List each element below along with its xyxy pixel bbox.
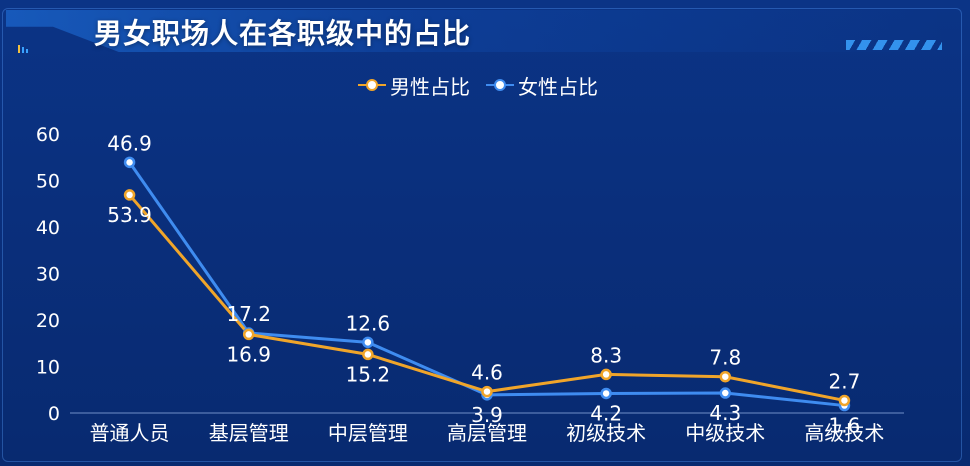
chart-title: 男女职场人在各职级中的占比: [94, 17, 472, 50]
y-tick-label: 50: [36, 171, 60, 193]
data-label: 3.9: [471, 403, 503, 427]
data-point-male: [719, 370, 732, 383]
data-label: 2.7: [829, 369, 861, 393]
data-label: 16.9: [226, 342, 271, 366]
x-tick-label: 中层管理: [328, 421, 408, 445]
y-tick-label: 20: [36, 310, 60, 332]
data-label: 7.8: [709, 346, 741, 370]
legend-label-male: 男性占比: [390, 74, 470, 99]
panel-frame: [2, 8, 962, 462]
x-tick-label: 普通人员: [90, 421, 170, 445]
y-tick-label: 60: [36, 124, 60, 146]
x-tick-label: 高层管理: [447, 421, 527, 445]
data-point-male: [600, 368, 612, 381]
data-label: 12.6: [346, 311, 391, 335]
title-bar: [6, 10, 946, 52]
data-point-male: [123, 189, 136, 201]
data-point-female: [123, 156, 136, 169]
data-label: 1.6: [829, 414, 861, 438]
legend-label-female: 女性占比: [518, 74, 598, 99]
data-label: 53.9: [107, 203, 152, 227]
data-point-female: [719, 387, 732, 399]
data-label: 4.3: [709, 401, 741, 425]
data-point-female: [362, 336, 374, 349]
x-tick-label: 初级技术: [566, 421, 646, 445]
x-tick-label: 中级技术: [685, 421, 765, 445]
data-label: 46.9: [107, 131, 152, 155]
data-label: 4.6: [471, 361, 503, 385]
legend: 男性占比 女性占比: [358, 71, 598, 100]
data-point-female: [600, 387, 612, 400]
x-tick-label: 基层管理: [209, 421, 289, 445]
data-label: 15.2: [346, 362, 391, 386]
legend-item-male[interactable]: 男性占比: [358, 71, 470, 100]
title-accent-icon: [18, 34, 32, 53]
legend-item-female[interactable]: 女性占比: [486, 71, 598, 100]
data-point-male: [481, 385, 493, 398]
y-tick-label: 30: [36, 264, 60, 286]
data-point-male: [362, 348, 374, 361]
data-label: 8.3: [590, 343, 622, 367]
legend-male-line-icon: [358, 78, 386, 92]
y-tick-label: 0: [48, 403, 60, 425]
y-tick-label: 40: [36, 217, 60, 239]
y-tick-label: 10: [36, 357, 60, 379]
data-point-male: [838, 394, 851, 407]
data-label: 4.2: [590, 401, 622, 425]
decorative-stripes: [846, 40, 942, 50]
legend-female-line-icon: [486, 78, 514, 92]
data-label: 17.2: [226, 302, 271, 326]
x-tick-label: 高级技术: [804, 421, 884, 445]
data-point-male: [242, 328, 255, 341]
